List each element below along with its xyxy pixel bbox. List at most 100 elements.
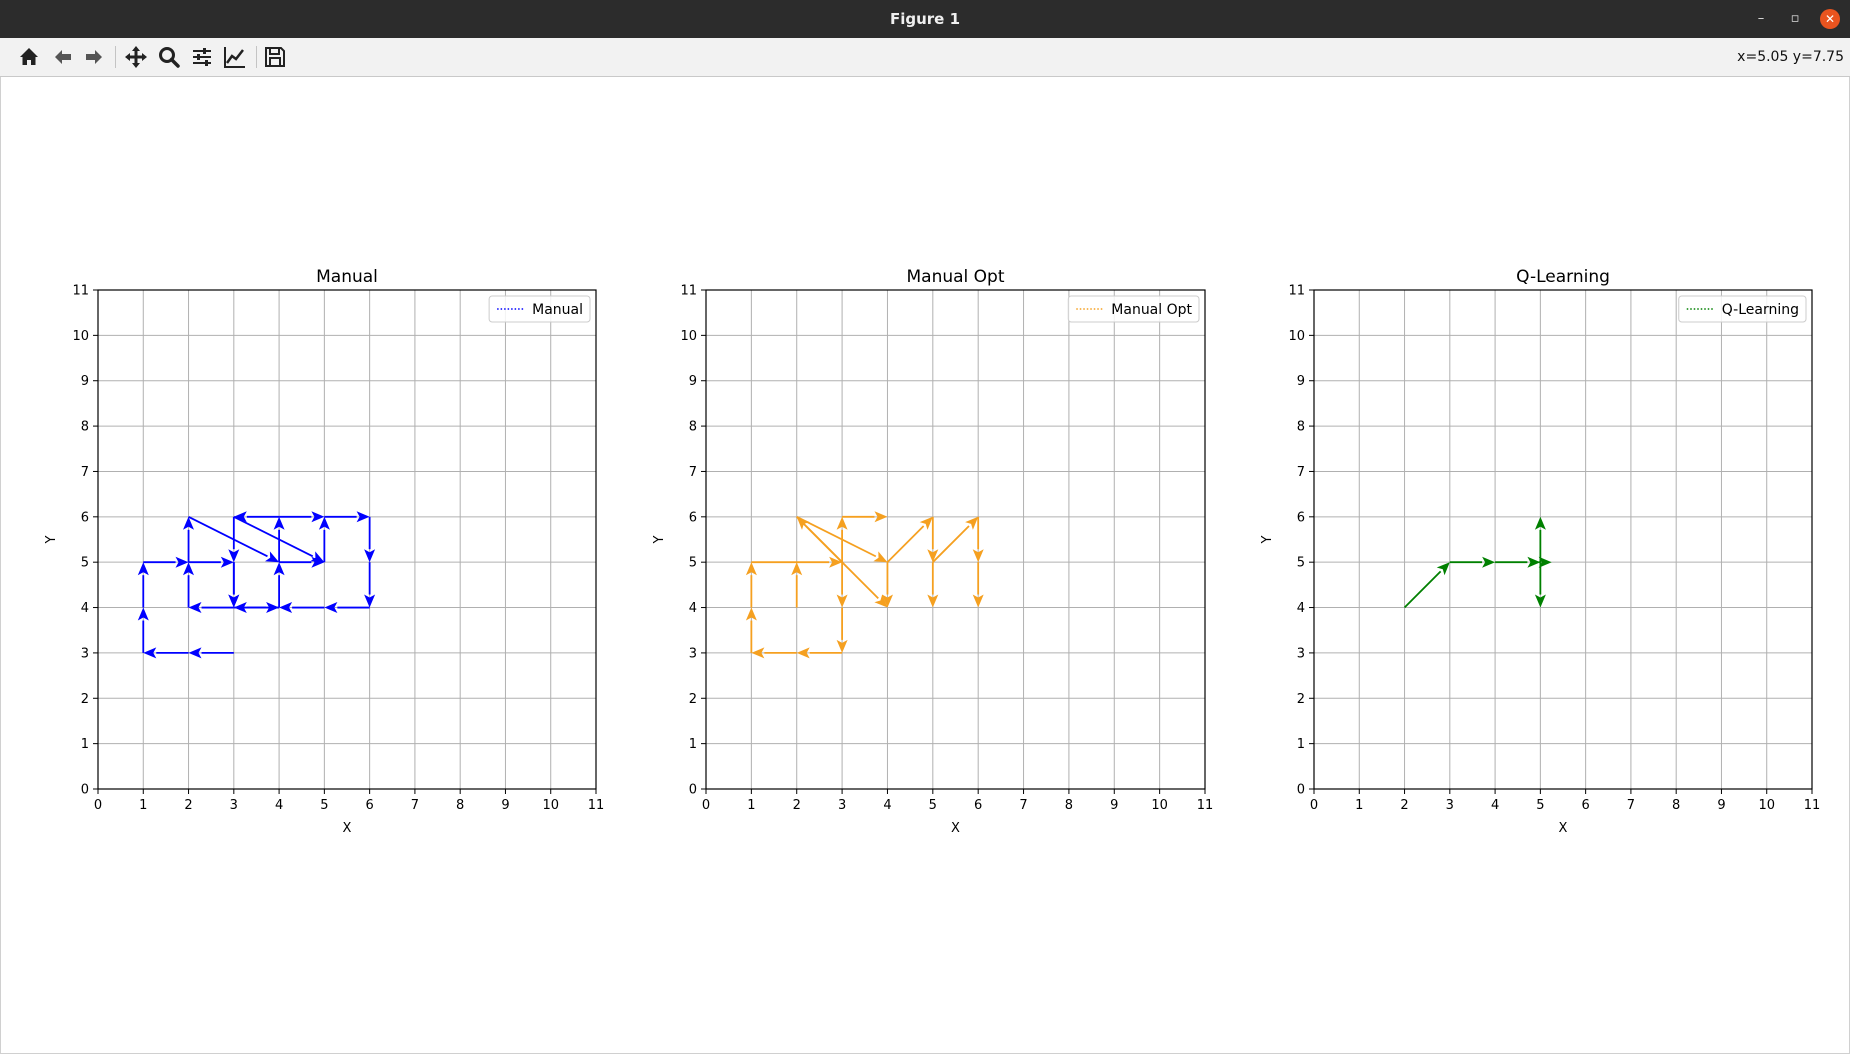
arrow [143,647,189,659]
arrow-head [927,594,939,608]
y-tick-label: 10 [1288,329,1305,344]
arrow-head [311,511,325,523]
arrow [233,516,325,563]
axes-frame [705,289,1206,790]
y-tick-label: 3 [689,646,697,661]
arrow [972,516,984,563]
y-tick-label: 6 [81,510,89,525]
configure-subplots-button[interactable] [188,43,216,71]
window-title: Figure 1 [889,10,961,28]
arrow [188,516,280,563]
forward-icon [86,50,102,64]
x-tick-label: 5 [320,798,328,813]
chart-title: Manual Opt [906,267,1004,287]
y-tick-label: 4 [689,601,697,616]
arrow [745,562,757,608]
legend-box [1678,295,1807,323]
arrow-head [972,594,984,608]
arrow-head [1534,516,1546,530]
figure-canvas[interactable]: 0 1 2 3 4 5 6 7 8 9 10 11 0 1 2 3 4 5 6 7 8 9 10 11 Manual X Y Manu… [0,77,1850,1054]
axes-frame [97,289,597,790]
x-axis-label: X [1559,821,1568,836]
y-tick-label: 10 [72,329,89,344]
y-tick-label: 2 [81,692,89,707]
y-tick-label: 9 [1297,374,1305,389]
x-tick-label: 5 [929,798,937,813]
y-axis-label: Y [1260,535,1275,544]
x-tick-label: 4 [1491,798,1499,813]
legend-box [488,295,591,323]
arrow [882,562,893,608]
arrow [183,516,194,563]
forward-button[interactable] [80,43,108,71]
arrow-head [143,647,157,659]
arrow-shaft [932,525,970,563]
y-tick-label: 7 [81,465,89,480]
zoom-icon [159,47,180,68]
x-tick-label: 7 [1627,798,1635,813]
arrow [791,562,803,608]
arrow-head [233,511,247,523]
back-button[interactable] [49,43,77,71]
arrow-head [751,647,765,659]
home-button[interactable] [15,43,43,71]
arrow-head [228,549,240,563]
y-tick-label: 9 [689,374,697,389]
title-bar: Figure 1 – ▫ ✕ [0,0,1850,38]
x-tick-label: 1 [747,798,755,813]
y-tick-label: 11 [680,284,697,299]
arrow-head [836,639,848,653]
close-button[interactable]: ✕ [1820,9,1840,29]
arrow-head [873,551,888,563]
edit-axis-button[interactable] [221,43,249,71]
x-tick-label: 7 [411,798,419,813]
arrow [751,556,843,568]
arrow [279,602,325,613]
x-tick-label: 0 [1310,798,1318,813]
arrow [927,516,939,563]
pan-button[interactable] [122,43,150,71]
y-axis-label: Y [44,535,59,544]
arrow [324,511,370,523]
arrow-head [233,602,247,613]
arrow-head [356,511,370,523]
save-button[interactable] [261,43,289,71]
arrow [364,562,376,608]
x-tick-label: 9 [501,798,509,813]
x-tick-label: 8 [1672,798,1680,813]
arrow [886,516,933,563]
x-tick-label: 3 [1446,798,1454,813]
arrow [745,607,757,653]
y-tick-label: 0 [81,783,89,798]
arrow-shaft [188,516,268,558]
maximize-button[interactable]: ▫ [1790,11,1800,26]
arrow-head [318,516,330,530]
arrow [796,516,888,563]
arrow [972,562,984,608]
zoom-button[interactable] [155,43,183,71]
x-tick-label: 6 [1581,798,1589,813]
save-icon [265,47,285,67]
arrow-head [273,516,285,530]
y-axis-label: Y [652,535,667,544]
arrow [137,562,149,608]
arrow [137,607,149,653]
arrow-head [874,594,888,608]
arrow [1538,556,1552,568]
arrow-shaft [233,516,314,558]
x-tick-label: 9 [1110,798,1118,813]
y-tick-label: 3 [1297,646,1305,661]
x-axis-label: X [343,821,352,836]
arrow-head [273,562,285,576]
legend: Q-Learning [1678,295,1807,323]
y-tick-label: 2 [689,692,697,707]
y-tick-label: 1 [81,737,89,752]
y-tick-label: 4 [81,601,89,616]
minimize-button[interactable]: – [1757,11,1765,26]
arrow [279,511,325,523]
arrow-head [220,556,234,568]
arrow [183,562,194,608]
x-tick-label: 3 [230,798,238,813]
subplot-2: 0 1 2 3 4 5 6 7 8 9 10 11 0 1 2 3 4 5 6 7 8 9 10 11 Manual Opt X Y… [652,267,1213,836]
arrow-head [836,594,848,608]
